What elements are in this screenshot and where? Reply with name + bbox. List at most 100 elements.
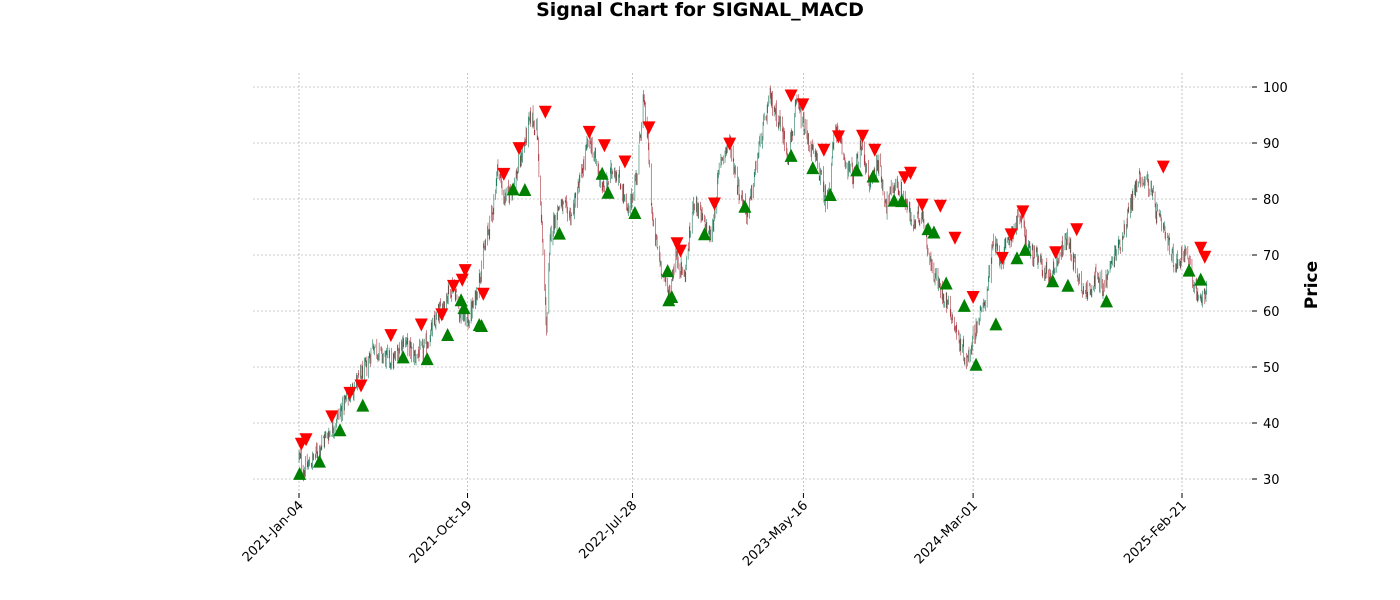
buy-signal-marker bbox=[1046, 274, 1060, 288]
sell-signal-marker bbox=[796, 98, 810, 112]
sell-signal-marker bbox=[538, 105, 552, 119]
buy-signal-marker bbox=[457, 301, 471, 315]
buy-signal-marker bbox=[1061, 278, 1075, 292]
buy-signal-marker bbox=[823, 188, 837, 202]
sell-signal-marker bbox=[497, 167, 511, 181]
sell-signal-marker bbox=[299, 433, 313, 447]
buy-signal-marker bbox=[1194, 272, 1208, 286]
sell-signal-marker bbox=[384, 329, 398, 343]
x-tick-label: 2022-Jul-28 bbox=[576, 498, 640, 562]
sell-signal-marker bbox=[670, 237, 684, 251]
chart-title: Signal Chart for SIGNAL_MACD bbox=[536, 0, 864, 21]
buy-signal-marker bbox=[957, 298, 971, 312]
sell-signal-marker bbox=[435, 308, 449, 322]
buy-signal-marker bbox=[518, 182, 532, 196]
buy-signal-marker bbox=[552, 226, 566, 240]
x-tick-label: 2024-Mar-01 bbox=[912, 498, 981, 567]
x-tick-label: 2021-Jan-04 bbox=[240, 498, 307, 565]
buy-signal-marker bbox=[850, 163, 864, 177]
sell-signal-marker bbox=[446, 279, 460, 293]
sell-signal-marker bbox=[915, 198, 929, 212]
sell-signal-marker bbox=[903, 166, 917, 180]
buy-signal-marker bbox=[939, 276, 953, 290]
sell-signal-marker bbox=[868, 143, 882, 157]
buy-signal-marker bbox=[1010, 251, 1024, 265]
signal-markers bbox=[293, 89, 1212, 480]
sell-signal-marker bbox=[723, 137, 737, 151]
x-tick-label: 2021-Oct-19 bbox=[407, 498, 475, 566]
sell-signal-marker bbox=[1070, 223, 1084, 237]
buy-signal-marker bbox=[698, 227, 712, 241]
buy-signal-marker bbox=[601, 185, 615, 199]
y-tick-label: 100 bbox=[1263, 81, 1288, 96]
x-tick-label: 2025-Feb-21 bbox=[1121, 498, 1190, 567]
buy-signal-marker bbox=[441, 328, 455, 342]
buy-signal-marker bbox=[1100, 294, 1114, 308]
buy-signal-marker bbox=[312, 454, 326, 468]
buy-signal-marker bbox=[1182, 263, 1196, 277]
buy-signal-marker bbox=[661, 264, 675, 278]
buy-signal-marker bbox=[396, 350, 410, 364]
sell-signal-marker bbox=[642, 121, 656, 135]
sell-signal-marker bbox=[1049, 246, 1063, 260]
sell-signal-marker bbox=[325, 410, 339, 424]
sell-signal-marker bbox=[1004, 228, 1018, 242]
buy-signal-marker bbox=[1018, 242, 1032, 256]
buy-signal-marker bbox=[665, 289, 679, 303]
sell-signal-marker bbox=[832, 130, 846, 144]
buy-signal-marker bbox=[356, 398, 370, 412]
sell-signal-marker bbox=[476, 287, 490, 301]
buy-signal-marker bbox=[784, 148, 798, 162]
sell-signal-marker bbox=[1016, 205, 1030, 219]
sell-signal-marker bbox=[856, 129, 870, 143]
y-tick-label: 40 bbox=[1263, 417, 1280, 432]
sell-signal-marker bbox=[458, 264, 472, 278]
sell-signal-marker bbox=[995, 251, 1009, 265]
buy-signal-marker bbox=[454, 293, 468, 307]
buy-signal-marker bbox=[475, 319, 489, 333]
y-tick-label: 60 bbox=[1263, 305, 1280, 320]
buy-signal-marker bbox=[989, 317, 1003, 331]
y-axis-title: Price bbox=[1302, 261, 1322, 309]
buy-signal-marker bbox=[595, 166, 609, 180]
buy-signal-marker bbox=[506, 182, 520, 196]
sell-signal-marker bbox=[948, 231, 962, 245]
sell-signal-marker bbox=[414, 318, 428, 332]
x-tick-label: 2023-May-16 bbox=[740, 498, 811, 569]
sell-signal-marker bbox=[1194, 241, 1208, 255]
y-tick-label: 80 bbox=[1263, 193, 1280, 208]
sell-signal-marker bbox=[618, 155, 632, 169]
buy-signal-marker bbox=[927, 225, 941, 239]
buy-signal-marker bbox=[628, 205, 642, 219]
sell-signal-marker bbox=[1156, 160, 1170, 174]
candlestick-series bbox=[298, 85, 1207, 482]
y-tick-label: 90 bbox=[1263, 137, 1280, 152]
y-tick-label: 70 bbox=[1263, 249, 1280, 264]
y-tick-label: 30 bbox=[1263, 473, 1280, 488]
sell-signal-marker bbox=[354, 379, 368, 393]
buy-signal-marker bbox=[293, 466, 307, 480]
buy-signal-marker bbox=[895, 194, 909, 208]
sell-signal-marker bbox=[512, 142, 526, 156]
sell-signal-marker bbox=[817, 143, 831, 157]
sell-signal-marker bbox=[597, 139, 611, 153]
axes: 30 40 50 60 70 80 90 100 2021-Jan-04 2021-Oct-19 2… bbox=[240, 81, 1288, 569]
sell-signal-marker bbox=[1198, 250, 1212, 264]
sell-signal-marker bbox=[784, 89, 798, 103]
sell-signal-marker bbox=[582, 125, 596, 139]
y-tick-label: 50 bbox=[1263, 361, 1280, 376]
buy-signal-marker bbox=[420, 352, 434, 366]
buy-signal-marker bbox=[969, 357, 983, 371]
buy-signal-marker bbox=[333, 423, 347, 437]
sell-signal-marker bbox=[707, 197, 721, 211]
sell-signal-marker bbox=[455, 273, 469, 287]
buy-signal-marker bbox=[866, 169, 880, 183]
sell-signal-marker bbox=[343, 386, 357, 400]
sell-signal-marker bbox=[933, 199, 947, 213]
sell-signal-marker bbox=[966, 291, 980, 305]
buy-signal-marker bbox=[738, 199, 752, 213]
sell-signal-marker bbox=[674, 244, 688, 258]
buy-signal-marker bbox=[806, 161, 820, 175]
grid-layer bbox=[253, 73, 1252, 493]
